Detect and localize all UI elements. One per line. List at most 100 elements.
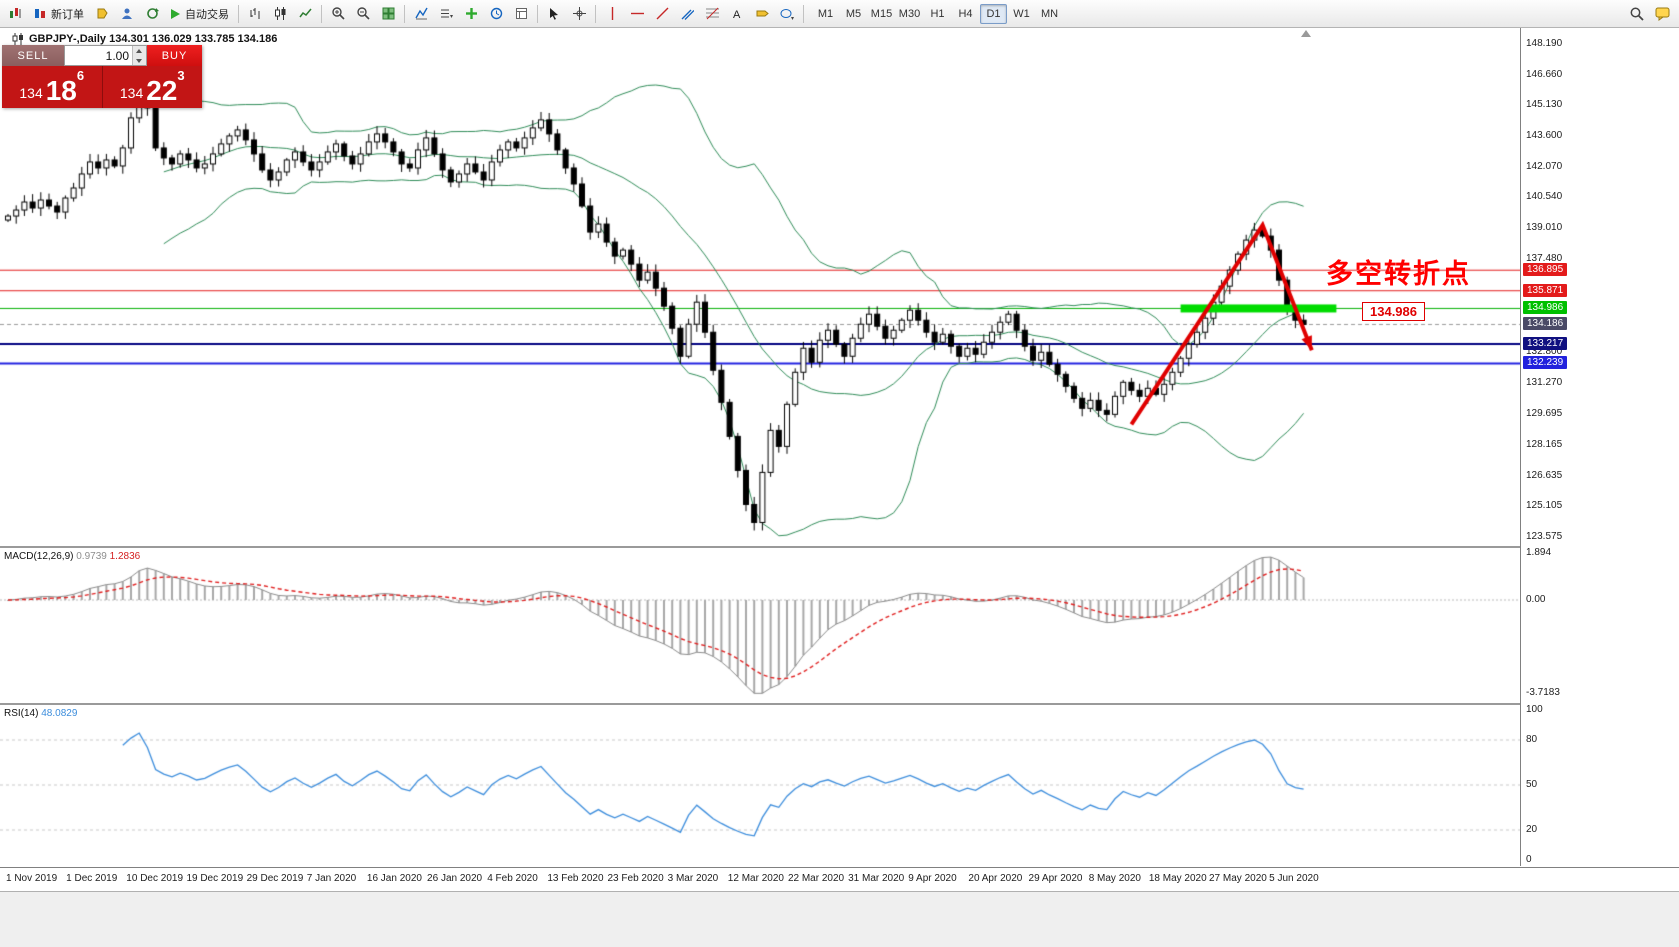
horizontal-line-icon — [630, 12, 644, 15]
one-click-trading-panel: SELL 1.00 BUY 134 18 6 134 22 3 — [2, 45, 202, 108]
time-axis-label: 19 Dec 2019 — [186, 873, 244, 884]
period-button[interactable] — [484, 3, 508, 25]
price-tick-label: 143.600 — [1526, 129, 1563, 141]
arrows-button[interactable] — [750, 3, 774, 25]
shapes-icon — [780, 9, 794, 20]
macd-axis-label: -3.7183 — [1526, 686, 1560, 698]
templates-button[interactable] — [509, 3, 533, 25]
panel-separator[interactable] — [0, 546, 1679, 548]
trendline-button[interactable] — [650, 3, 674, 25]
bar-chart-button[interactable] — [243, 3, 267, 25]
crosshair-icon — [572, 7, 586, 20]
svg-text:A: A — [733, 9, 741, 20]
timeframe-h1-button[interactable]: H1 — [924, 4, 951, 24]
horizontal-line-button[interactable] — [625, 3, 649, 25]
window-bottom-area — [0, 892, 1679, 947]
price-tick-label: 142.070 — [1526, 160, 1563, 172]
chat-button[interactable] — [1650, 3, 1675, 25]
time-axis-label: 26 Jan 2020 — [427, 873, 483, 884]
price-tick-label: 148.190 — [1526, 38, 1563, 49]
macd-axis-label: 0.00 — [1526, 594, 1546, 605]
timeframe-w1-button[interactable]: W1 — [1008, 4, 1035, 24]
shapes-button[interactable] — [775, 3, 799, 25]
price-chart-canvas[interactable] — [0, 28, 1520, 546]
timeframe-mn-button[interactable]: MN — [1036, 4, 1063, 24]
chart-title-text: GBPJPY-,Daily 134.301 136.029 133.785 13… — [29, 33, 278, 45]
volume-up-icon[interactable] — [133, 46, 146, 56]
macd-axis-label: 1.894 — [1526, 546, 1552, 558]
buy-button[interactable]: BUY — [147, 45, 202, 66]
price-tag-icon — [97, 8, 108, 19]
rsi-name: RSI(14) — [4, 708, 39, 719]
price-tick-label: 128.165 — [1526, 439, 1563, 451]
candlestick-icon — [274, 7, 285, 20]
timeframe-m30-button[interactable]: M30 — [896, 4, 923, 24]
volume-spin-buttons[interactable] — [132, 46, 146, 65]
timeframe-m15-button[interactable]: M15 — [868, 4, 895, 24]
new-order-button[interactable]: 新订单 — [29, 3, 89, 25]
volume-down-icon[interactable] — [133, 55, 146, 65]
macd-panel-canvas[interactable] — [0, 549, 1520, 702]
text-icon: A — [733, 9, 741, 20]
favorites-button[interactable] — [90, 3, 114, 25]
macd-label: MACD(12,26,9) 0.9739 1.2836 — [4, 551, 140, 562]
toolbar-separator — [238, 4, 239, 23]
indicators-button[interactable] — [409, 3, 433, 25]
toolbar-separator — [537, 4, 538, 23]
cursor-button[interactable] — [542, 3, 566, 25]
rsi-axis-label: 50 — [1526, 779, 1538, 790]
time-axis-label: 29 Dec 2019 — [246, 873, 304, 884]
time-axis-label: 18 May 2020 — [1148, 873, 1207, 884]
rsi-panel-canvas[interactable] — [0, 705, 1520, 866]
line-chart-icon — [298, 8, 312, 18]
volume-stepper[interactable]: 1.00 — [64, 45, 147, 66]
panel-separator[interactable] — [0, 703, 1679, 705]
price-tick-label: 140.540 — [1526, 191, 1563, 203]
time-axis-label: 20 Apr 2020 — [968, 873, 1023, 884]
objects-list-button[interactable] — [434, 3, 458, 25]
buy-price-button[interactable]: 134 22 3 — [103, 66, 203, 108]
add-indicator-button[interactable] — [459, 3, 483, 25]
green-plus-icon — [465, 8, 477, 19]
price-level-tag: 135.871 — [1523, 283, 1568, 297]
macd-name: MACD(12,26,9) — [4, 551, 74, 562]
time-axis-label: 9 Apr 2020 — [908, 873, 957, 884]
level-price-label[interactable]: 134.986 — [1362, 302, 1425, 321]
timeframe-h4-button[interactable]: H4 — [952, 4, 979, 24]
macd-value-signal: 1.2836 — [109, 551, 141, 562]
time-axis-label: 8 May 2020 — [1088, 873, 1141, 884]
time-axis[interactable]: 1 Nov 2019 1 Dec 2019 10 Dec 2019 19 Dec 20… — [0, 867, 1679, 892]
text-button[interactable]: A — [725, 3, 749, 25]
price-level-tag: 133.217 — [1523, 336, 1568, 350]
zoom-out-button[interactable] — [351, 3, 375, 25]
crosshair-button[interactable] — [567, 3, 591, 25]
new-chart-button[interactable] — [4, 3, 28, 25]
chart-shift-marker[interactable] — [1301, 30, 1311, 37]
tile-windows-button[interactable] — [376, 3, 400, 25]
price-tick-label: 145.130 — [1526, 99, 1563, 111]
volume-value: 1.00 — [105, 48, 129, 63]
timeframe-d1-button[interactable]: D1 — [980, 3, 1007, 24]
candlestick-chart-button[interactable] — [268, 3, 292, 25]
search-icon — [1630, 7, 1644, 21]
zoom-in-button[interactable] — [326, 3, 350, 25]
auto-trading-button[interactable]: 自动交易 — [165, 3, 234, 25]
timeframe-m5-button[interactable]: M5 — [840, 4, 867, 24]
search-button[interactable] — [1625, 3, 1649, 25]
price-level-tag: 132.239 — [1523, 356, 1568, 370]
price-level-tag: 136.895 — [1523, 263, 1568, 277]
buy-price-sup: 3 — [177, 68, 185, 83]
fibonacci-button[interactable] — [700, 3, 724, 25]
sell-price-button[interactable]: 134 18 6 — [2, 66, 102, 108]
refresh-button[interactable] — [140, 3, 164, 25]
channel-button[interactable] — [675, 3, 699, 25]
vertical-line-button[interactable] — [600, 3, 624, 25]
turning-point-annotation[interactable]: 多空转折点 — [1326, 259, 1471, 289]
timeframe-m1-button[interactable]: M1 — [812, 4, 839, 24]
line-chart-button[interactable] — [293, 3, 317, 25]
price-tick-label: 131.270 — [1526, 376, 1563, 388]
profile-button[interactable] — [115, 3, 139, 25]
price-axis[interactable]: 148.190 146.660 145.130 143.600 142.070 140.5… — [1520, 28, 1679, 866]
sell-button[interactable]: SELL — [2, 45, 64, 66]
